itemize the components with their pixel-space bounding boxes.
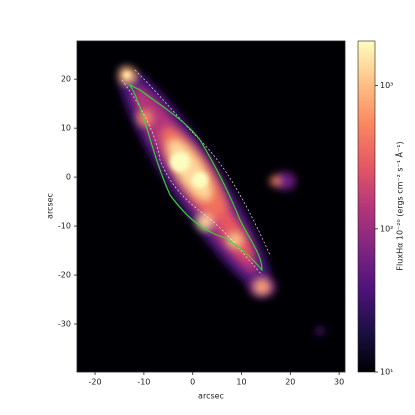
y-tick-label: -20 xyxy=(58,271,71,280)
colorbar xyxy=(357,40,376,373)
x-tick-label: 30 xyxy=(334,378,344,387)
y-tick-label: -30 xyxy=(58,320,71,329)
colorbar-tick-label: 10² xyxy=(380,224,393,233)
x-tick-label: 0 xyxy=(190,378,195,387)
colorbar-label: FluxHα 10⁻²⁰ (ergs cm⁻² s⁻¹ Å⁻¹) xyxy=(394,141,405,270)
y-tick-label: 10 xyxy=(61,124,71,133)
flux-image xyxy=(118,65,325,334)
x-tick-label: 20 xyxy=(285,378,295,387)
x-axis-label: arcsec xyxy=(198,392,224,401)
y-tick-label: -10 xyxy=(58,222,71,231)
colorbar-tick-label: 10³ xyxy=(380,81,393,90)
axes-frame xyxy=(76,40,346,373)
y-tick-label: 0 xyxy=(66,173,71,182)
x-tick-label: -10 xyxy=(137,378,150,387)
colorbar-tick-label: 10¹ xyxy=(380,368,393,377)
y-tick-label: 20 xyxy=(61,75,71,84)
y-axis-label: arcsec xyxy=(46,193,55,219)
x-tick-label: 10 xyxy=(236,378,246,387)
x-tick-label: -20 xyxy=(89,378,102,387)
